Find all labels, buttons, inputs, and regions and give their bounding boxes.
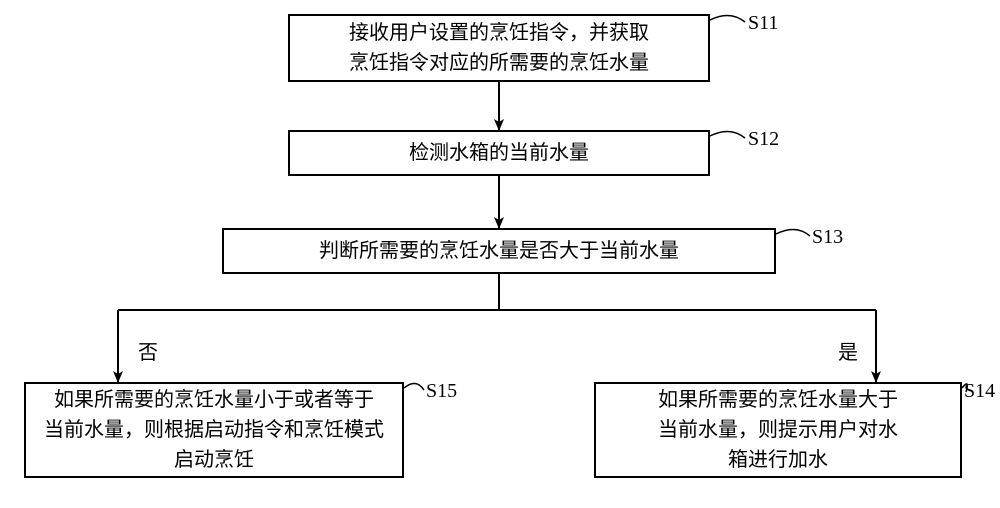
tag-s12: S12	[748, 128, 779, 151]
node-s12: 检测水箱的当前水量	[288, 130, 710, 176]
leader-s11	[710, 15, 745, 22]
node-s13: 判断所需要的烹饪水量是否大于当前水量	[222, 228, 776, 274]
leader-s12	[710, 131, 745, 138]
node-s14-text: 如果所需要的烹饪水量大于当前水量，则提示用户对水箱进行加水	[658, 385, 898, 475]
branch-label-no: 否	[138, 336, 158, 365]
node-s11: 接收用户设置的烹饪指令，并获取烹饪指令对应的所需要的烹饪水量	[288, 14, 710, 82]
leader-s13	[776, 229, 810, 236]
flowchart-canvas: 接收用户设置的烹饪指令，并获取烹饪指令对应的所需要的烹饪水量 检测水箱的当前水量…	[0, 0, 1000, 508]
tag-s15: S15	[426, 380, 457, 403]
tag-s14: S14	[964, 380, 995, 403]
tag-s13: S13	[812, 226, 843, 249]
node-s14: 如果所需要的烹饪水量大于当前水量，则提示用户对水箱进行加水	[594, 382, 962, 478]
node-s15-text: 如果所需要的烹饪水量小于或者等于当前水量，则根据启动指令和烹饪模式启动烹饪	[44, 385, 384, 475]
leader-s15	[404, 383, 424, 390]
branch-label-yes: 是	[838, 336, 858, 365]
node-s12-text: 检测水箱的当前水量	[409, 138, 589, 168]
node-s13-text: 判断所需要的烹饪水量是否大于当前水量	[319, 236, 679, 266]
tag-s11: S11	[748, 12, 778, 35]
node-s11-text: 接收用户设置的烹饪指令，并获取烹饪指令对应的所需要的烹饪水量	[349, 18, 649, 78]
node-s15: 如果所需要的烹饪水量小于或者等于当前水量，则根据启动指令和烹饪模式启动烹饪	[24, 382, 404, 478]
